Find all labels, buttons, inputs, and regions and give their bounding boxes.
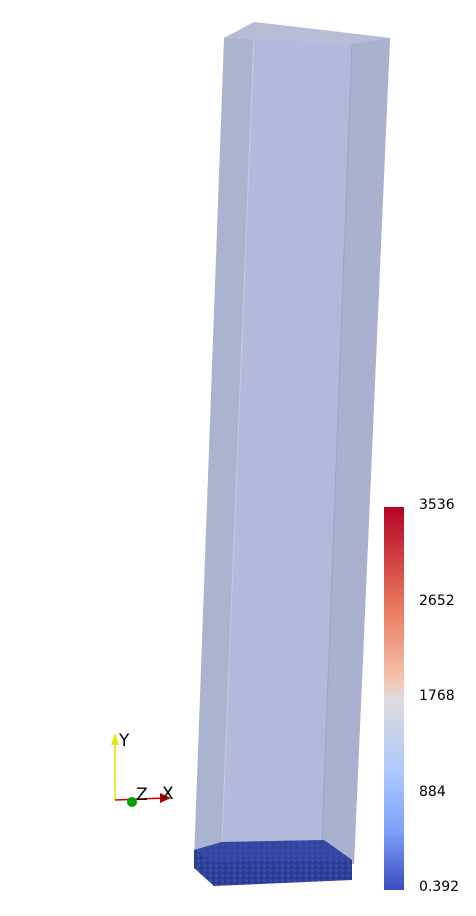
particle-bed bbox=[194, 840, 352, 886]
x-axis-arrow bbox=[160, 793, 171, 803]
axis-y-label: Y bbox=[119, 731, 130, 751]
container-box bbox=[194, 22, 390, 864]
colorbar-tick-max: 3536 bbox=[419, 497, 455, 513]
x-axis-line bbox=[114, 797, 166, 801]
colorbar-tick-min: 0.392 bbox=[419, 879, 460, 895]
colorbar bbox=[384, 507, 404, 890]
colorbar-tick: 2652 bbox=[419, 593, 455, 609]
container-top-face bbox=[224, 22, 390, 44]
container-left-face bbox=[194, 22, 254, 860]
colorbar-tick: 884 bbox=[419, 784, 446, 800]
y-axis-arrow bbox=[111, 733, 119, 745]
colorbar-tick: 1768 bbox=[419, 688, 455, 704]
axis-x-label: X bbox=[162, 784, 174, 804]
axis-z-label: Z bbox=[136, 785, 148, 805]
axes-triad bbox=[111, 733, 171, 807]
z-axis-marker bbox=[127, 797, 137, 807]
container-right-face bbox=[322, 38, 390, 864]
